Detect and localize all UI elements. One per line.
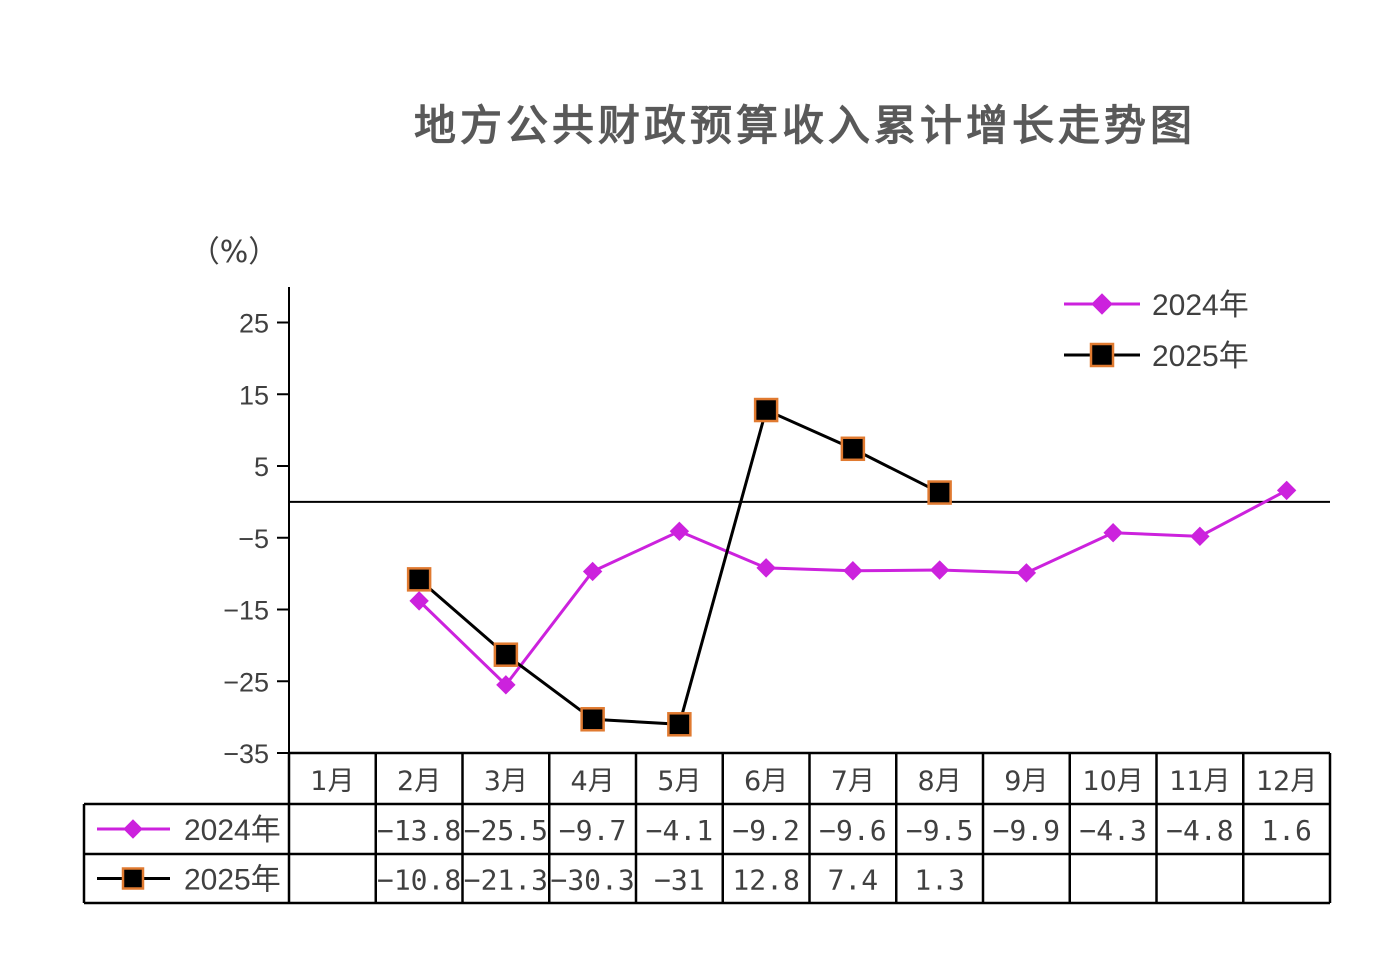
data-point-2024 [756, 558, 776, 578]
table-cell-value: 7.4 [828, 864, 879, 897]
x-category-label: 11月 [1169, 766, 1230, 797]
data-point-2024 [1190, 526, 1210, 547]
legend-label: 2024年 [1152, 289, 1249, 322]
data-point-2024 [929, 560, 950, 580]
data-point-2025 [406, 567, 432, 592]
data-point-2025 [667, 712, 692, 737]
table-cell-value: −30.3 [550, 864, 634, 897]
data-point-2024 [1103, 523, 1123, 543]
table-legend-key-marker [123, 819, 143, 839]
table-cell-value: −4.3 [1079, 814, 1146, 847]
table-cell-value: −9.7 [559, 814, 626, 847]
table-cell-value: −10.8 [377, 864, 461, 897]
table-cell-value: −4.8 [1166, 814, 1233, 847]
y-tick-label: 15 [239, 380, 269, 410]
y-tick-label: 25 [239, 309, 269, 339]
series-markers [406, 397, 1297, 737]
data-point-2024 [843, 561, 863, 581]
x-category-label: 7月 [831, 766, 875, 797]
series-line-2024 [418, 489, 1288, 688]
y-tick-label: −5 [238, 524, 269, 554]
table-cell-value: −9.5 [906, 814, 973, 847]
x-category-label: 4月 [571, 766, 615, 797]
x-category-label: 6月 [744, 766, 788, 797]
table-cell-value: −31 [654, 864, 705, 897]
x-category-label: 9月 [1004, 766, 1048, 797]
legend-label: 2025年 [1152, 340, 1249, 373]
table-cell-value: 1.3 [914, 864, 965, 897]
table-cell-value: 1.6 [1261, 814, 1312, 847]
data-point-2025 [493, 642, 519, 667]
data-point-2024 [1016, 563, 1037, 583]
data-point-2025 [580, 707, 605, 732]
x-category-label: 3月 [484, 766, 528, 797]
table-legend-key-marker [121, 867, 145, 890]
x-category-label: 1月 [310, 766, 354, 797]
data-point-2024 [409, 591, 429, 611]
x-category-label: 12月 [1256, 766, 1317, 797]
table-cell-value: −21.3 [464, 864, 548, 897]
data-point-2024 [669, 521, 690, 541]
data-point-2024 [496, 675, 516, 695]
table-cell-value: −9.6 [819, 814, 886, 847]
table-cell-value: −13.8 [377, 814, 461, 847]
table-cell-value: −9.2 [732, 814, 799, 847]
legend: 2024年 2025年 [1064, 289, 1249, 373]
data-point-2024 [582, 561, 603, 582]
y-tick-label: 5 [254, 452, 269, 482]
y-tick-label: −15 [223, 596, 269, 626]
y-axis-unit-label: （%） [190, 235, 279, 270]
data-point-2024 [1276, 480, 1297, 501]
data-point-2025 [753, 397, 779, 423]
x-category-label: 8月 [918, 766, 962, 797]
axes-group: 25 15 5 −5 −15 −25 −35 （%） [190, 235, 1330, 769]
data-point-2025 [840, 436, 866, 462]
legend-key-marker [1091, 293, 1113, 315]
x-category-label: 10月 [1082, 766, 1143, 797]
y-tick-label: −35 [223, 739, 269, 769]
x-category-label: 5月 [657, 766, 701, 797]
y-tick-label: −25 [223, 667, 269, 697]
table-cell-value: −9.9 [993, 814, 1060, 847]
data-table: 1月 2月 3月 4月 5月 6月 7月 8月 9月 10月 11月 12月 2024年 −13.8 −25… [82, 751, 1332, 905]
table-cell-value: 12.8 [732, 864, 799, 897]
table-cell-value: −4.1 [646, 814, 713, 847]
table-row-header: 2024年 [184, 814, 281, 847]
table-cell-value: −25.5 [464, 814, 548, 847]
data-point-2025 [927, 480, 952, 505]
legend-key-marker [1089, 342, 1115, 368]
chart-title: 地方公共财政预算收入累计增长走势图 [413, 101, 1196, 150]
table-row-header: 2025年 [184, 864, 281, 897]
x-category-label: 2月 [397, 766, 441, 797]
